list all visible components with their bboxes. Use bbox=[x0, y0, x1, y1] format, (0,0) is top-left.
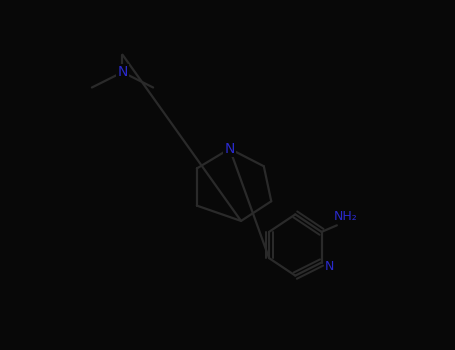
Text: NH₂: NH₂ bbox=[334, 210, 358, 223]
Text: N: N bbox=[224, 142, 235, 156]
Text: N: N bbox=[117, 65, 128, 79]
Text: N: N bbox=[325, 259, 334, 273]
